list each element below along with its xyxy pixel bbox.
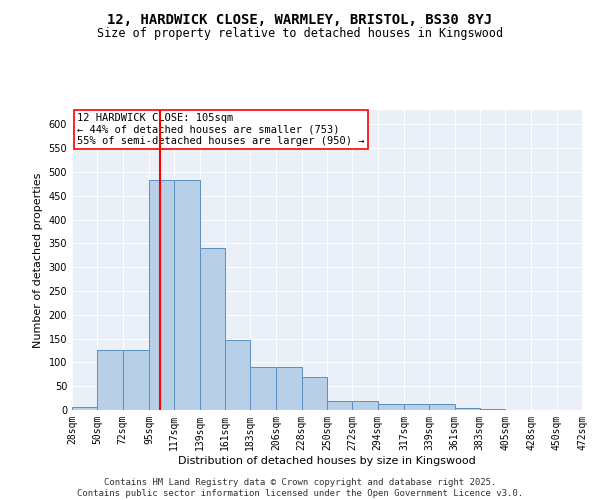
Bar	[250, 367, 277, 410]
Bar	[429, 404, 455, 410]
Bar	[352, 402, 377, 410]
Bar	[480, 409, 505, 410]
Bar	[277, 367, 302, 410]
Bar	[404, 404, 429, 410]
Bar	[174, 180, 199, 410]
Bar	[149, 180, 174, 410]
Bar	[455, 408, 480, 410]
Bar	[72, 406, 97, 410]
Bar	[199, 248, 225, 410]
Y-axis label: Number of detached properties: Number of detached properties	[33, 172, 43, 348]
Bar	[377, 404, 404, 410]
Text: 12, HARDWICK CLOSE, WARMLEY, BRISTOL, BS30 8YJ: 12, HARDWICK CLOSE, WARMLEY, BRISTOL, BS…	[107, 12, 493, 26]
Text: Size of property relative to detached houses in Kingswood: Size of property relative to detached ho…	[97, 28, 503, 40]
Text: Contains HM Land Registry data © Crown copyright and database right 2025.
Contai: Contains HM Land Registry data © Crown c…	[77, 478, 523, 498]
Bar	[122, 350, 149, 410]
Bar	[302, 376, 327, 410]
Bar	[225, 340, 250, 410]
Text: 12 HARDWICK CLOSE: 105sqm
← 44% of detached houses are smaller (753)
55% of semi: 12 HARDWICK CLOSE: 105sqm ← 44% of detac…	[77, 113, 365, 146]
Bar	[97, 350, 122, 410]
Bar	[327, 402, 352, 410]
X-axis label: Distribution of detached houses by size in Kingswood: Distribution of detached houses by size …	[178, 456, 476, 466]
